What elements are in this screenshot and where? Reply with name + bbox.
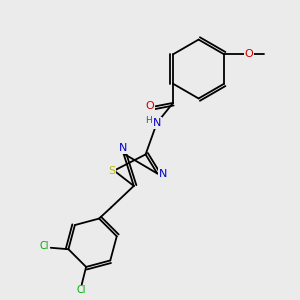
Text: Cl: Cl (77, 286, 86, 296)
Text: Cl: Cl (40, 241, 49, 251)
Text: O: O (145, 101, 154, 111)
Text: O: O (244, 49, 253, 59)
Text: N: N (159, 169, 167, 178)
Text: H: H (145, 116, 152, 125)
Text: N: N (153, 118, 161, 128)
Text: N: N (119, 143, 127, 153)
Text: S: S (109, 166, 116, 176)
